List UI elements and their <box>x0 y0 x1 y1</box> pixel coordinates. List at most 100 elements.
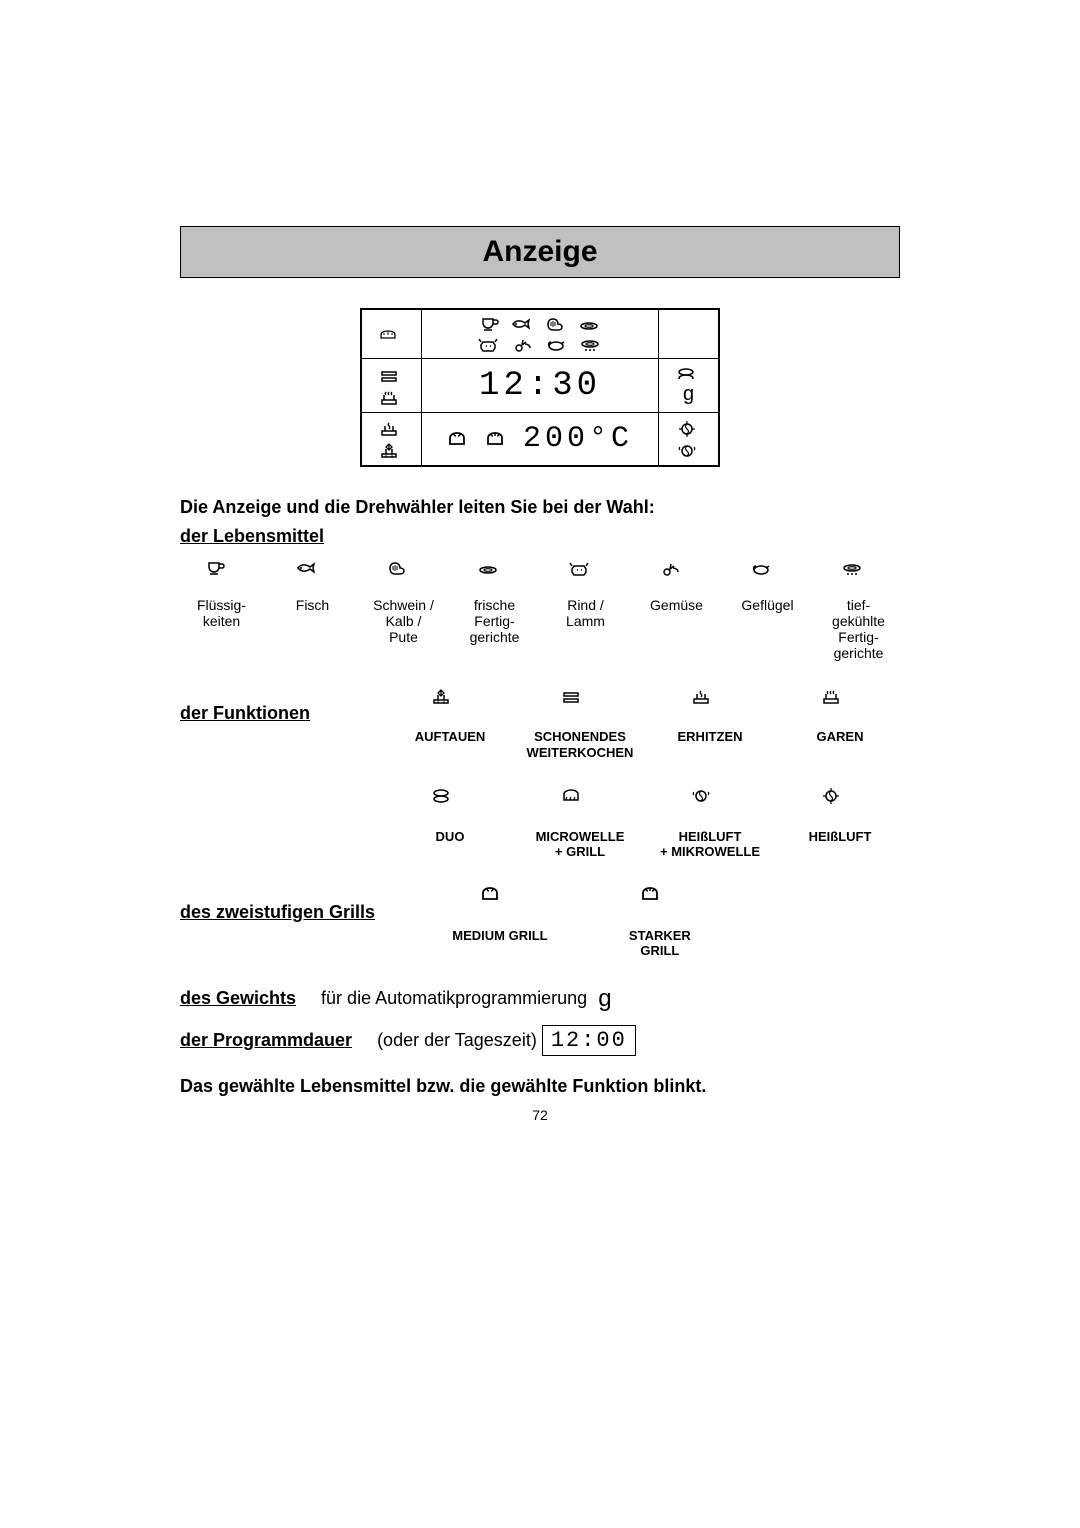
grill-med-icon <box>447 430 473 448</box>
item-label: frische Fertig- gerichte <box>453 597 536 645</box>
item-meat: Schwein / Kalb / Pute <box>362 557 445 661</box>
grill-strong-icon <box>610 882 710 922</box>
page-number: 72 <box>180 1107 900 1123</box>
defrost-icon <box>379 441 405 459</box>
item-label: Gemüse <box>635 597 718 613</box>
convection-icon <box>780 783 900 823</box>
item-gentle: SCHONENDES WEITERKOCHEN <box>520 683 640 760</box>
item-label: ERHITZEN <box>650 729 770 745</box>
item-mw-grill: MICROWELLE + GRILL <box>520 783 640 860</box>
food-grid: Flüssig- keiten Fisch Schwein / Kalb / Put… <box>180 557 900 661</box>
dish-icon <box>579 316 601 332</box>
functions-row-2: DUO MICROWELLE + GRILL HEIßLUFT + MIKROWEL… <box>390 783 900 860</box>
mw-grill-icon <box>520 783 640 823</box>
item-label: STARKER GRILL <box>610 928 710 959</box>
grill-items: MEDIUM GRILL STARKER GRILL <box>450 882 710 959</box>
item-label: Rind / Lamm <box>544 597 627 629</box>
item-label: Fisch <box>271 597 354 613</box>
item-dish: frische Fertig- gerichte <box>453 557 536 661</box>
item-cook: GAREN <box>780 683 900 760</box>
reheat-icon <box>379 419 405 437</box>
item-label: HEIßLUFT + MIKROWELLE <box>650 829 770 860</box>
display-panel: 12:30 g 200°C <box>360 308 720 467</box>
item-label: Geflügel <box>726 597 809 613</box>
veg-icon <box>635 557 718 591</box>
loaf-icon <box>378 325 406 343</box>
section-food-header: der Lebensmittel <box>180 526 900 547</box>
cup-icon <box>180 557 263 591</box>
weight-label: des Gewichts <box>180 988 296 1009</box>
poultry-icon <box>546 336 568 352</box>
item-grill-med: MEDIUM GRILL <box>450 882 550 959</box>
item-frozen-dish: tief- gekühlte Fertig- gerichte <box>817 557 900 661</box>
item-label: MEDIUM GRILL <box>450 928 550 944</box>
duo-icon <box>676 365 702 379</box>
frozen-dish-icon <box>817 557 900 591</box>
item-label: MICROWELLE + GRILL <box>520 829 640 860</box>
defrost-icon <box>390 683 510 723</box>
conv-mw-icon <box>677 441 701 459</box>
duration-line: der Programmdauer (oder der Tageszeit) 1… <box>180 1025 900 1056</box>
item-convection: HEIßLUFT <box>780 783 900 860</box>
cup-icon <box>479 316 499 332</box>
item-label: Flüssig- keiten <box>180 597 263 629</box>
item-cow: Rind / Lamm <box>544 557 627 661</box>
page-title: Anzeige <box>482 235 597 268</box>
section-functions-header: der Funktionen <box>180 683 370 724</box>
gentle-icon <box>520 683 640 723</box>
dish-icon <box>453 557 536 591</box>
intro-line: Die Anzeige und die Drehwähler leiten Si… <box>180 497 900 518</box>
fish-icon <box>511 316 533 332</box>
duration-rest: (oder der Tageszeit) <box>372 1030 542 1050</box>
weight-line: des Gewichts für die Automatikprogrammie… <box>180 985 900 1013</box>
frozen-dish-icon <box>580 336 602 352</box>
weight-rest: für die Automatikprogrammierung <box>316 988 587 1008</box>
duration-value: 12:00 <box>542 1025 636 1056</box>
item-poultry: Geflügel <box>726 557 809 661</box>
item-label: SCHONENDES WEITERKOCHEN <box>520 729 640 760</box>
duration-label: der Programmdauer <box>180 1030 352 1051</box>
final-line: Das gewählte Lebensmittel bzw. die gewäh… <box>180 1076 900 1097</box>
item-conv-mw: HEIßLUFT + MIKROWELLE <box>650 783 770 860</box>
item-defrost: AUFTAUEN <box>390 683 510 760</box>
meat-icon <box>362 557 445 591</box>
item-cup: Flüssig- keiten <box>180 557 263 661</box>
veg-icon <box>512 336 534 352</box>
display-time: 12:30 <box>479 367 601 405</box>
conv-mw-icon <box>650 783 770 823</box>
grill-strong-icon <box>485 430 511 448</box>
item-duo: DUO <box>390 783 510 860</box>
item-grill-strong: STARKER GRILL <box>610 882 710 959</box>
item-label: DUO <box>390 829 510 845</box>
convection-icon <box>677 419 701 437</box>
dp-bot-right <box>658 413 718 465</box>
item-label: Schwein / Kalb / Pute <box>362 597 445 645</box>
display-temp: 200°C <box>523 422 633 456</box>
reheat-icon <box>650 683 770 723</box>
weight-unit: g <box>683 383 694 406</box>
item-reheat: ERHITZEN <box>650 683 770 760</box>
grill-med-icon <box>450 882 550 922</box>
cow-icon <box>478 336 500 352</box>
weight-symbol: g <box>598 985 611 1012</box>
gentle-icon <box>379 366 405 384</box>
dp-top-mid <box>422 310 658 358</box>
page-content: Anzeige <box>180 226 900 1123</box>
section-grill-header: des zweistufigen Grills <box>180 882 430 923</box>
dp-bot-mid: 200°C <box>422 413 658 465</box>
functions-row-1: AUFTAUEN SCHONENDES WEITERKOCHEN ERHITZEN G… <box>390 683 900 760</box>
dp-top-left <box>362 310 422 358</box>
item-label: GAREN <box>780 729 900 745</box>
dp-mid-right: g <box>658 359 718 412</box>
item-veg: Gemüse <box>635 557 718 661</box>
dp-mid-left <box>362 359 422 412</box>
cook-icon <box>780 683 900 723</box>
dp-top-right <box>658 310 718 358</box>
page-title-box: Anzeige <box>180 226 900 278</box>
item-label: HEIßLUFT <box>780 829 900 845</box>
duo-icon <box>390 783 510 823</box>
fish-icon <box>271 557 354 591</box>
cook-icon <box>379 388 405 406</box>
item-label: tief- gekühlte Fertig- gerichte <box>817 597 900 661</box>
item-fish: Fisch <box>271 557 354 661</box>
